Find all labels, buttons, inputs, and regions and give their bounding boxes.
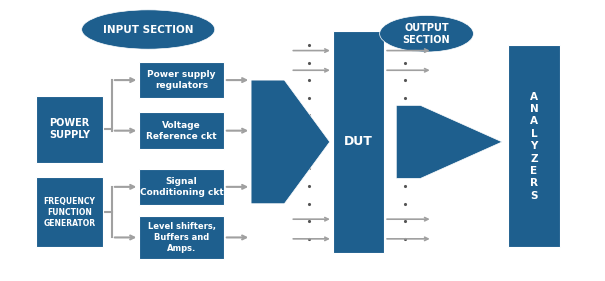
Ellipse shape xyxy=(380,15,473,52)
Text: Power supply
regulators: Power supply regulators xyxy=(147,70,216,90)
Text: Level shifters,
Buffers and
Amps.: Level shifters, Buffers and Amps. xyxy=(148,222,215,253)
FancyBboxPatch shape xyxy=(139,216,224,259)
Polygon shape xyxy=(251,80,330,204)
FancyBboxPatch shape xyxy=(36,177,103,247)
FancyBboxPatch shape xyxy=(139,62,224,98)
FancyBboxPatch shape xyxy=(139,169,224,205)
Ellipse shape xyxy=(82,10,215,49)
Text: Voltage
Reference ckt: Voltage Reference ckt xyxy=(146,121,217,141)
Text: Signal
Conditioning ckt: Signal Conditioning ckt xyxy=(140,177,223,197)
Text: OUTPUT
SECTION: OUTPUT SECTION xyxy=(403,23,450,44)
FancyBboxPatch shape xyxy=(508,45,560,247)
Text: POWER
SUPPLY: POWER SUPPLY xyxy=(49,118,90,140)
FancyBboxPatch shape xyxy=(139,112,224,149)
Text: INPUT SECTION: INPUT SECTION xyxy=(103,24,194,35)
Text: DUT: DUT xyxy=(344,135,373,148)
FancyBboxPatch shape xyxy=(36,96,103,163)
Text: FREQUENCY
FUNCTION
GENERATOR: FREQUENCY FUNCTION GENERATOR xyxy=(44,196,96,228)
Text: A
N
A
L
Y
Z
E
R
S: A N A L Y Z E R S xyxy=(529,92,538,201)
FancyBboxPatch shape xyxy=(333,31,384,253)
Polygon shape xyxy=(396,105,502,178)
